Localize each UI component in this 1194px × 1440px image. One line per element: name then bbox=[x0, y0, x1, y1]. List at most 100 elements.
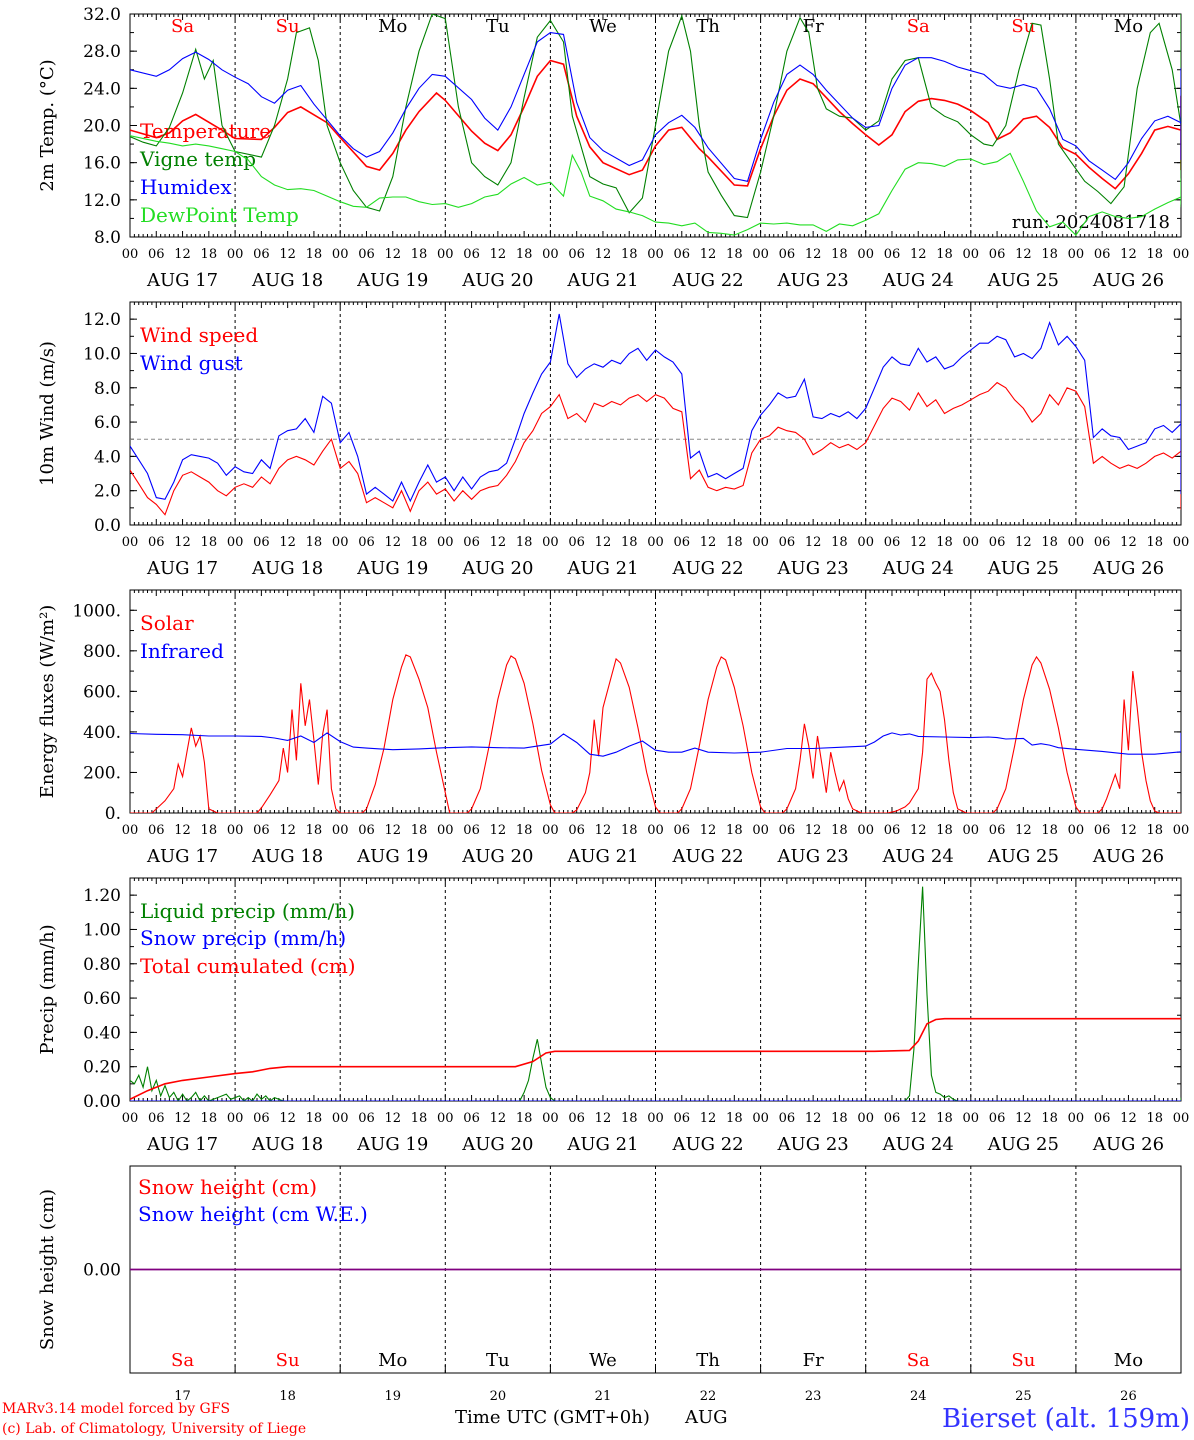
day-of-week-label: Tu bbox=[486, 16, 510, 37]
hour-tick-label: 18 bbox=[621, 1111, 638, 1126]
date-label: AUG 22 bbox=[671, 846, 743, 867]
date-label: AUG 20 bbox=[461, 270, 533, 291]
hour-tick-label: 18 bbox=[726, 1111, 743, 1126]
hour-tick-label: 00 bbox=[647, 823, 664, 838]
hour-tick-label: 12 bbox=[1015, 247, 1032, 262]
day-number-label: 26 bbox=[1120, 1389, 1137, 1404]
hour-tick-label: 00 bbox=[437, 535, 454, 550]
hour-tick-label: 18 bbox=[516, 823, 533, 838]
hour-tick-label: 12 bbox=[910, 535, 927, 550]
hour-tick-label: 06 bbox=[674, 535, 691, 550]
hour-tick-label: 00 bbox=[1068, 535, 1085, 550]
y-tick-label: 0.60 bbox=[83, 989, 121, 1009]
hour-tick-label: 06 bbox=[989, 1111, 1006, 1126]
legend-entry: DewPoint Temp bbox=[140, 203, 299, 227]
hour-tick-label: 06 bbox=[1094, 1111, 1111, 1126]
hour-tick-label: 18 bbox=[411, 535, 428, 550]
y-tick-label: 0. bbox=[105, 804, 121, 824]
legend-entry: Humidex bbox=[140, 175, 232, 199]
hour-tick-label: 00 bbox=[332, 1111, 349, 1126]
series-line-2 bbox=[130, 732, 1181, 757]
date-label: AUG 21 bbox=[566, 1134, 638, 1155]
hour-tick-label: 00 bbox=[542, 247, 559, 262]
series-line-3 bbox=[130, 32, 1181, 182]
day-of-week-label: Sa bbox=[907, 1350, 930, 1371]
hour-tick-label: 18 bbox=[201, 247, 218, 262]
day-of-week-label: Th bbox=[696, 1350, 720, 1371]
hour-tick-label: 06 bbox=[884, 247, 901, 262]
hour-tick-label: 06 bbox=[674, 823, 691, 838]
hour-tick-label: 12 bbox=[174, 535, 191, 550]
hour-tick-label: 00 bbox=[332, 247, 349, 262]
y-tick-label: 400. bbox=[83, 723, 121, 743]
hour-tick-label: 00 bbox=[122, 247, 139, 262]
y-tick-label: 6.0 bbox=[94, 413, 121, 433]
hour-tick-label: 00 bbox=[752, 1111, 769, 1126]
hour-tick-label: 12 bbox=[910, 823, 927, 838]
hour-tick-label: 00 bbox=[227, 1111, 244, 1126]
y-tick-label: 32.0 bbox=[83, 5, 121, 25]
hour-tick-label: 06 bbox=[148, 535, 165, 550]
hour-tick-label: 12 bbox=[174, 247, 191, 262]
day-number-label: 22 bbox=[700, 1389, 717, 1404]
panel-1: 00 06 12 18 AUG 17 00 06 12 18 AUG 18 00 06 12 18 AUG … bbox=[37, 5, 1189, 291]
hour-tick-label: 00 bbox=[963, 823, 980, 838]
date-label: AUG 17 bbox=[146, 1134, 218, 1155]
hour-tick-label: 06 bbox=[674, 1111, 691, 1126]
date-label: AUG 18 bbox=[251, 558, 323, 579]
hour-tick-label: 06 bbox=[358, 535, 375, 550]
station-label: Bierset (alt. 159m) bbox=[942, 1404, 1190, 1434]
hour-tick-label: 00 bbox=[227, 247, 244, 262]
hour-tick-label: 06 bbox=[358, 247, 375, 262]
date-label: AUG 20 bbox=[461, 846, 533, 867]
hour-tick-label: 00 bbox=[857, 1111, 874, 1126]
hour-tick-label: 00 bbox=[542, 823, 559, 838]
y-tick-label: 20.0 bbox=[83, 117, 121, 137]
y-tick-label: 4.0 bbox=[94, 447, 121, 467]
y-axis-label: 10m Wind (m/s) bbox=[37, 341, 58, 486]
y-tick-label: 0.0 bbox=[94, 516, 121, 536]
hour-tick-label: 00 bbox=[542, 535, 559, 550]
day-of-week-label: Su bbox=[276, 1350, 300, 1371]
hour-tick-label: 06 bbox=[253, 1111, 270, 1126]
date-label: AUG 22 bbox=[671, 1134, 743, 1155]
hour-tick-label: 18 bbox=[306, 1111, 323, 1126]
hour-tick-label: 00 bbox=[857, 823, 874, 838]
hour-tick-label: 00 bbox=[647, 535, 664, 550]
hour-tick-label: 18 bbox=[306, 823, 323, 838]
y-tick-label: 200. bbox=[83, 763, 121, 783]
hour-tick-label: 12 bbox=[805, 535, 822, 550]
day-number-label: 21 bbox=[595, 1389, 612, 1404]
hour-tick-label: 12 bbox=[700, 823, 717, 838]
y-axis-label: Precip (mm/h) bbox=[37, 924, 58, 1054]
hour-tick-label: 18 bbox=[1041, 1111, 1058, 1126]
y-tick-label: 1.00 bbox=[83, 920, 121, 940]
hour-tick-label: 00 bbox=[437, 1111, 454, 1126]
hour-tick-label: 06 bbox=[148, 823, 165, 838]
hour-tick-label: 06 bbox=[989, 823, 1006, 838]
hour-tick-label: 12 bbox=[1015, 823, 1032, 838]
hour-tick-label: 00 bbox=[437, 247, 454, 262]
date-label: AUG 19 bbox=[356, 1134, 428, 1155]
hour-tick-label: 06 bbox=[779, 535, 796, 550]
hour-tick-label: 06 bbox=[253, 247, 270, 262]
day-of-week-label: Mo bbox=[1114, 1350, 1143, 1371]
hour-tick-label: 12 bbox=[1120, 535, 1137, 550]
hour-tick-label: 12 bbox=[279, 535, 296, 550]
date-label: AUG 26 bbox=[1092, 558, 1164, 579]
hour-tick-label: 06 bbox=[358, 823, 375, 838]
hour-tick-label: 18 bbox=[201, 823, 218, 838]
hour-tick-label: 00 bbox=[647, 247, 664, 262]
date-label: AUG 24 bbox=[882, 270, 954, 291]
hour-tick-label: 00 bbox=[1173, 1111, 1190, 1126]
hour-tick-label: 00 bbox=[1173, 535, 1190, 550]
hour-tick-label: 12 bbox=[490, 535, 507, 550]
hour-tick-label: 12 bbox=[805, 823, 822, 838]
series-line-1 bbox=[130, 381, 1181, 516]
hour-tick-label: 00 bbox=[1068, 1111, 1085, 1126]
hour-tick-label: 18 bbox=[411, 1111, 428, 1126]
hour-tick-label: 00 bbox=[1173, 823, 1190, 838]
x-axis-title: Time UTC (GMT+0h) bbox=[455, 1407, 650, 1428]
legend-entry: Wind speed bbox=[140, 323, 258, 347]
